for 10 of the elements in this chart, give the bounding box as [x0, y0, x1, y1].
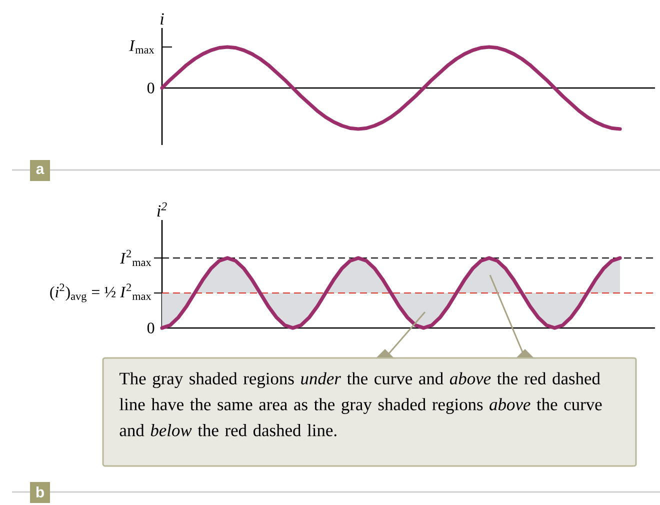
text: The gray shaded regions under the curve and above the red dashed line have the same area as the gray shaded regions above the curve and below the red dashed line. [120, 372, 602, 436]
text: 0 [147, 82, 154, 94]
text: I$_{max}$ [129, 40, 154, 54]
text: 0 [147, 322, 154, 334]
y-axis-title: i$^{2}$ [157, 202, 167, 216]
text: (i$^{2}$)$_{avg}$ = ½ I$^{2}$max [50, 284, 152, 302]
ref-line-label: I$^{2}$max [120, 250, 152, 266]
y-axis-title: i [160, 13, 164, 24]
text: a [36, 166, 44, 174]
text: b [36, 486, 44, 498]
